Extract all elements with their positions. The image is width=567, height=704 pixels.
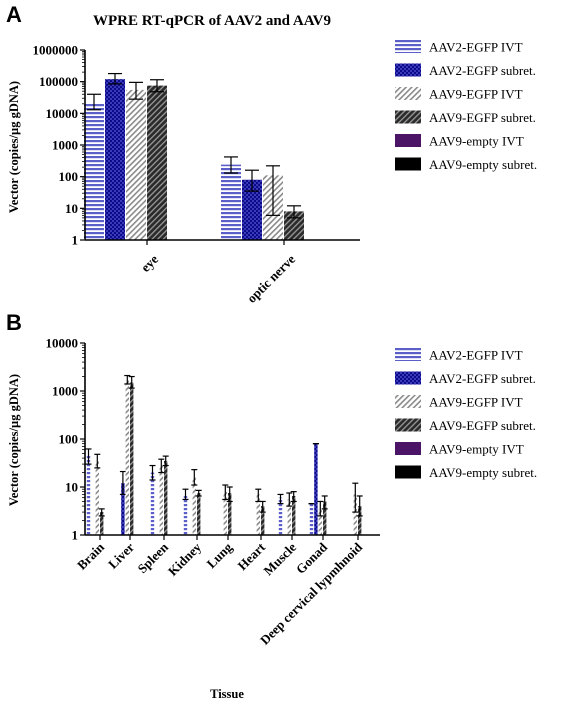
y-tick-label: 100000 [39, 74, 78, 89]
bar [84, 102, 104, 240]
x-tick-label: Lung [204, 539, 236, 571]
y-tick-label: 10000 [46, 336, 79, 351]
y-tick-label: 1000 [52, 138, 78, 153]
bar [228, 492, 232, 535]
chart-a-title: WPRE RT-qPCR of AAV2 and AAV9 [93, 13, 331, 29]
x-tick-label: eye [138, 251, 162, 275]
legend-entry: AAV9-empty subret. [429, 465, 537, 480]
bar [159, 465, 163, 535]
x-tick-label: Kidney [165, 539, 205, 579]
bar [309, 503, 314, 535]
y-tick-label: 10 [65, 201, 78, 216]
y-tick-label: 100 [59, 169, 79, 184]
chart-a: 1 10 100 1000 10000 100000 1000000 eye optic ner… [33, 40, 538, 306]
legend-swatch [395, 418, 421, 432]
bar [353, 494, 357, 535]
legend-swatch [395, 465, 421, 479]
bar [130, 382, 134, 535]
bar [121, 483, 125, 535]
bar [358, 506, 362, 535]
x-tick-label: Muscle [260, 539, 299, 578]
y-tick-label: 1000000 [33, 43, 79, 58]
bar [314, 443, 318, 535]
chart-a-ylabel: Vector (copies/µg gDNA) [7, 81, 21, 213]
bar [284, 211, 304, 240]
legend-entry: AAV9-EGFP subret. [429, 418, 536, 433]
bar [242, 179, 262, 240]
legend-swatch [395, 371, 421, 385]
legend-entry: AAV2-EGFP IVT [429, 40, 523, 55]
chart-b-xlabel: Tissue [210, 687, 244, 701]
bar [125, 379, 129, 535]
bar [278, 497, 283, 535]
panel-label-a: A [6, 2, 22, 27]
legend-entry: AAV2-EGFP subret. [429, 63, 536, 78]
legend-swatch [395, 348, 421, 361]
bar [287, 499, 291, 535]
bar [105, 79, 125, 240]
bar [292, 495, 296, 535]
legend-swatch [395, 87, 421, 100]
bar [183, 494, 188, 535]
bar [261, 506, 265, 535]
bar [192, 477, 196, 535]
legend-entry: AAV9-empty IVT [429, 442, 524, 457]
legend-swatch [395, 395, 421, 408]
bar [164, 460, 168, 535]
legend-swatch [395, 442, 421, 455]
bar [150, 472, 155, 535]
legend-entry: AAV9-empty subret. [429, 157, 537, 172]
x-tick-label: Brain [74, 539, 108, 573]
legend-swatch [395, 157, 421, 171]
x-tick-label: optic nerve [244, 251, 298, 305]
legend-swatch [395, 40, 421, 53]
bar [126, 89, 146, 240]
legend-swatch [395, 110, 421, 124]
legend-entry: AAV9-EGFP IVT [429, 87, 523, 102]
y-tick-label: 1 [72, 528, 79, 543]
bar [223, 491, 227, 535]
bar [323, 501, 327, 535]
bar [147, 85, 167, 240]
legend-entry: AAV2-EGFP subret. [429, 371, 536, 386]
bar [100, 512, 104, 535]
legend-swatch [395, 63, 421, 77]
legend-entry: AAV9-EGFP IVT [429, 395, 523, 410]
y-tick-label: 10000 [46, 106, 79, 121]
bar [221, 164, 241, 240]
chart-b-ylabel: Vector (copies/µg gDNA) [7, 374, 21, 506]
bar [86, 455, 91, 535]
legend-entry: AAV9-empty IVT [429, 134, 524, 149]
bar [318, 508, 322, 535]
y-tick-label: 10 [65, 480, 78, 495]
panel-label-b: B [6, 310, 22, 335]
bar [256, 494, 260, 535]
legend-entry: AAV2-EGFP IVT [429, 348, 523, 363]
legend-entry: AAV9-EGFP subret. [429, 110, 536, 125]
y-tick-label: 1000 [52, 384, 78, 399]
y-tick-label: 1 [72, 233, 79, 248]
legend-swatch [395, 134, 421, 147]
bar [197, 492, 201, 535]
y-tick-label: 100 [59, 432, 79, 447]
x-tick-label: Liver [105, 539, 137, 571]
bar [95, 460, 99, 535]
